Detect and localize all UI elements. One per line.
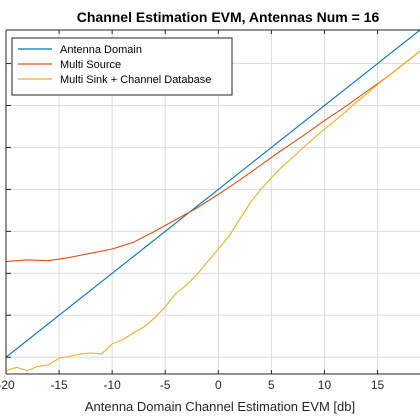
x-tick-labels: -20 -15 -10 -5 0 5 10 15 xyxy=(0,378,385,392)
x-tick-label: 0 xyxy=(215,378,222,392)
axes xyxy=(5,29,420,375)
chart-title: Channel Estimation EVM, Antennas Num = 1… xyxy=(77,9,380,25)
x-tick-label: 5 xyxy=(268,378,275,392)
legend-entry: Antenna Domain xyxy=(60,44,142,56)
x-tick-label: 15 xyxy=(371,378,385,392)
legend-entry: Multi Source xyxy=(60,59,121,71)
x-tick-label: -15 xyxy=(50,378,68,392)
x-axis-label: Antenna Domain Channel Estimation EVM [d… xyxy=(85,399,355,414)
series-line-1 xyxy=(5,50,420,263)
x-tick-label: -10 xyxy=(103,378,121,392)
x-tick-label: -5 xyxy=(160,378,171,392)
x-tick-label: 10 xyxy=(318,378,332,392)
series-lines xyxy=(5,29,420,372)
x-tick-label: -20 xyxy=(0,378,15,392)
series-line-2 xyxy=(5,50,420,372)
series-line-0 xyxy=(5,29,420,358)
legend-box xyxy=(11,37,233,96)
legend-entry: Multi Sink + Channel Database xyxy=(60,74,211,86)
legend: Antenna Domain Multi Source Multi Sink + C… xyxy=(11,37,233,96)
